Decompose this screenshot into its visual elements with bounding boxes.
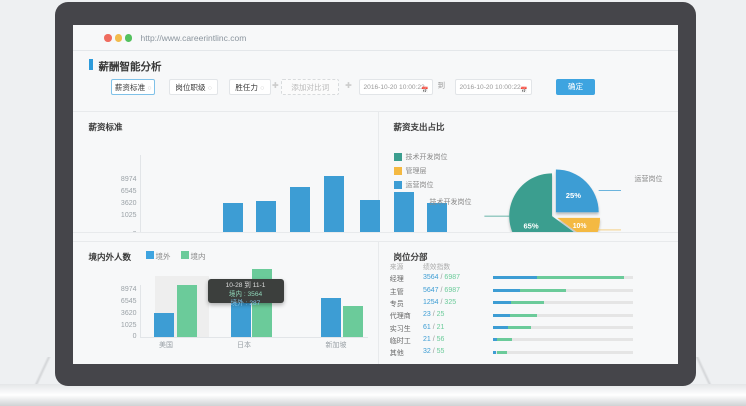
svg-text:25%: 25% — [565, 191, 580, 200]
svg-text:65%: 65% — [523, 222, 538, 231]
svg-text:10%: 10% — [572, 223, 586, 230]
